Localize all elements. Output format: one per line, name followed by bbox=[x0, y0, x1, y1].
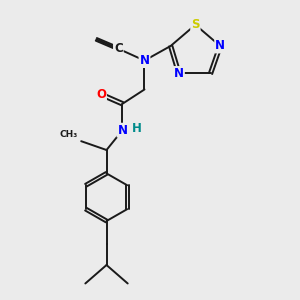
Text: N: N bbox=[118, 124, 128, 137]
Text: O: O bbox=[96, 88, 106, 101]
Text: S: S bbox=[191, 18, 200, 31]
Text: N: N bbox=[140, 54, 149, 67]
Text: CH₃: CH₃ bbox=[60, 130, 78, 139]
Text: N: N bbox=[174, 67, 184, 80]
Text: N: N bbox=[215, 40, 225, 52]
Text: C: C bbox=[114, 42, 123, 55]
Text: H: H bbox=[132, 122, 142, 135]
